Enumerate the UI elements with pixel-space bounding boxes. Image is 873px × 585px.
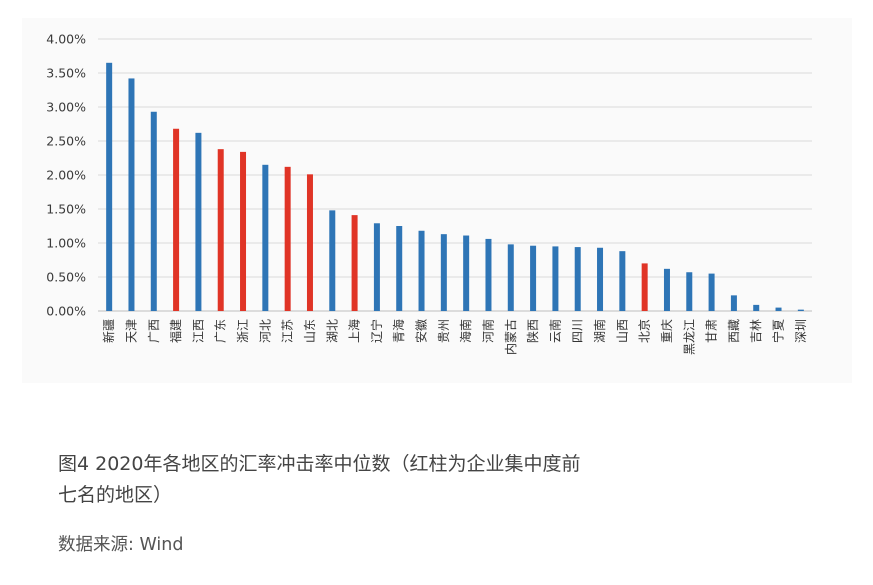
bar-甘肃	[708, 273, 715, 311]
x-tick-label: 广东	[214, 319, 228, 343]
x-tick-label: 吉林	[749, 319, 763, 343]
x-tick-label: 浙江	[236, 319, 250, 343]
chart-panel: 0.00% 0.50% 1.00% 1.50% 2.00% 2.50% 3.00% 3.50%…	[22, 18, 852, 383]
source-note: 数据来源: Wind	[58, 535, 184, 555]
x-tick-label: 四川	[571, 319, 585, 343]
bar-西藏	[730, 295, 737, 311]
x-tick-label: 江苏	[281, 319, 295, 343]
y-tick-label: 0.50%	[46, 270, 86, 285]
bar-北京	[641, 263, 648, 311]
x-tick-label: 河北	[258, 319, 272, 343]
bar-内蒙古	[507, 244, 514, 311]
bar-福建	[173, 128, 180, 311]
x-tick-label: 贵州	[437, 319, 451, 343]
bar-湖北	[329, 210, 336, 311]
bar-安徽	[418, 230, 425, 311]
x-tick-label: 广西	[147, 319, 161, 343]
bar-天津	[128, 78, 135, 311]
y-tick-label: 2.50%	[46, 134, 86, 149]
x-axis-labels: 新疆 天津 广西 福建 江西 广东 浙江 河北 江苏 山东 湖北 上海 辽宁 青海 安徽 贵州 海南 河南 内蒙古陕…	[101, 319, 808, 355]
x-tick-label: 安徽	[414, 319, 429, 343]
x-tick-label: 北京	[638, 319, 652, 343]
bar-山西	[619, 251, 626, 311]
x-tick-label: 辽宁	[369, 319, 384, 343]
bar-黑龙江	[686, 272, 693, 311]
x-tick-label: 西藏	[727, 319, 741, 343]
bar-河北	[262, 164, 269, 311]
bar-上海	[351, 215, 358, 311]
bar-云南	[552, 246, 559, 311]
bar-广西	[150, 111, 157, 311]
x-tick-label: 黑龙江	[682, 319, 696, 355]
y-axis-labels: 0.00% 0.50% 1.00% 1.50% 2.00% 2.50% 3.00% 3.50%…	[46, 32, 86, 319]
bar-青海	[396, 226, 403, 311]
x-tick-label: 海南	[458, 319, 473, 343]
x-tick-label: 深圳	[794, 319, 808, 343]
x-tick-label: 江西	[191, 319, 205, 343]
bar-贵州	[440, 234, 447, 311]
grid-lines	[98, 38, 812, 312]
x-tick-label: 山东	[303, 319, 317, 343]
x-tick-label: 甘肃	[705, 319, 719, 343]
x-tick-label: 内蒙古	[503, 319, 518, 355]
figure-caption: 图4 2020年各地区的汇率冲击率中位数（红柱为企业集中度前 七名的地区）	[58, 449, 758, 511]
x-tick-label: 云南	[547, 319, 562, 343]
x-tick-label: 青海	[391, 319, 406, 343]
bar-海南	[463, 235, 470, 311]
x-tick-label: 重庆	[660, 319, 674, 343]
x-tick-label: 陕西	[525, 319, 540, 343]
y-tick-label: 4.00%	[46, 32, 86, 47]
bar-陕西	[530, 245, 537, 311]
y-tick-label: 0.00%	[46, 304, 86, 319]
bar-湖南	[597, 247, 604, 311]
bar-江苏	[284, 166, 291, 311]
x-tick-label: 天津	[124, 319, 138, 343]
bar-chart: 0.00% 0.50% 1.00% 1.50% 2.00% 2.50% 3.00% 3.50%…	[46, 32, 812, 355]
bar-山东	[306, 174, 313, 311]
bar-新疆	[106, 62, 113, 311]
bar-宁夏	[775, 307, 782, 311]
bar-江西	[195, 132, 202, 311]
x-tick-label: 山西	[615, 319, 629, 343]
x-tick-label: 新疆	[101, 319, 116, 343]
bar-四川	[574, 247, 581, 311]
x-tick-label: 上海	[347, 319, 362, 343]
y-tick-label: 3.50%	[46, 66, 86, 81]
x-tick-label: 宁夏	[771, 319, 786, 343]
y-tick-label: 1.50%	[46, 202, 86, 217]
bars	[106, 62, 804, 311]
y-tick-label: 2.00%	[46, 168, 86, 183]
x-tick-label: 福建	[168, 319, 183, 343]
y-tick-label: 1.00%	[46, 236, 86, 251]
bar-吉林	[753, 304, 760, 311]
bar-重庆	[663, 268, 670, 311]
x-tick-label: 湖北	[324, 319, 339, 343]
bar-辽宁	[373, 223, 380, 311]
bar-河南	[485, 238, 492, 311]
x-tick-label: 湖南	[592, 319, 607, 343]
bar-浙江	[240, 151, 247, 311]
y-tick-label: 3.00%	[46, 100, 86, 115]
caption-line-2: 七名的地区）	[58, 484, 173, 506]
x-tick-label: 河南	[480, 319, 495, 343]
bar-广东	[217, 149, 224, 311]
caption-line-1: 图4 2020年各地区的汇率冲击率中位数（红柱为企业集中度前	[58, 453, 581, 475]
bar-深圳	[797, 309, 804, 311]
